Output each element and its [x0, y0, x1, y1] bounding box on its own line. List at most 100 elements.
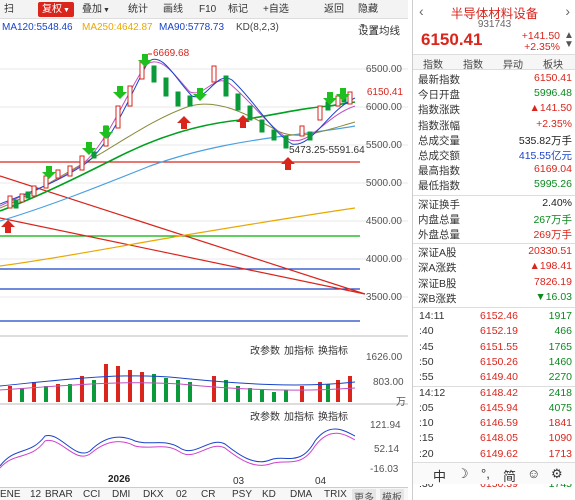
tick-row: :20 6149.62 1713 — [413, 448, 575, 461]
indicator-tab-cci[interactable]: CCI — [83, 489, 101, 500]
tick-time: :50 — [419, 355, 434, 368]
arrow-down-icon — [113, 86, 127, 99]
chevron-down-icon: ▼ — [359, 23, 366, 30]
simplified-icon[interactable]: 简 — [503, 469, 517, 484]
stat-label: 深证A股 — [418, 247, 457, 260]
stat-label: 总成交额 — [418, 150, 460, 162]
indicator-tab-psy[interactable]: PSY — [232, 489, 253, 500]
chevron-left-icon[interactable]: ‹ — [419, 3, 424, 19]
stat-row: 最新指数 6150.41 — [413, 72, 575, 86]
moon-icon[interactable]: ☽ — [457, 466, 469, 481]
toolbar-f10-button[interactable]: F10 — [199, 4, 217, 15]
kd-switch-indicator-button[interactable]: 换指标 — [318, 412, 348, 423]
indicator-tab-ene[interactable]: ENE — [0, 489, 21, 500]
indicator-tab-trix[interactable]: TRIX — [324, 489, 347, 500]
kd-edit-params-button[interactable]: 改参数 — [250, 412, 280, 423]
quote-panel: ‹ 半导体材料设备 › 931743 6150.41 +141.50 +2.35… — [412, 0, 575, 500]
tick-time: :10 — [419, 417, 434, 430]
tab-index-2[interactable]: 指数 — [463, 60, 483, 71]
volume-edit-params-button[interactable]: 改参数 — [250, 346, 280, 357]
stat-value: ▲198.41 — [529, 260, 572, 273]
x-tick-04: 04 — [315, 476, 327, 487]
index-change-pct: +2.35% — [524, 41, 560, 53]
kd-tick-low: -16.03 — [370, 464, 399, 475]
sell-signal-arrows — [42, 54, 350, 179]
tab-index-1[interactable]: 指数 — [423, 60, 443, 71]
gear-icon[interactable]: ⚙ — [551, 466, 563, 481]
toolbar-overlay-button[interactable]: 叠加▼ — [82, 4, 110, 15]
sort-icon[interactable]: ▲ ▼ — [564, 30, 574, 50]
arrow-down-icon — [82, 142, 96, 155]
toolbar-add-watchlist-button[interactable]: +自选 — [263, 4, 289, 15]
volume-switch-indicator-button[interactable]: 换指标 — [318, 346, 348, 357]
quote-tabs: 指数 指数 异动 板块 — [413, 54, 575, 71]
kline-chart[interactable] — [0, 36, 408, 487]
ma90-line — [0, 101, 356, 212]
stat-label: 最高指数 — [418, 165, 460, 178]
x-tick-12: 12 — [30, 489, 42, 500]
kd-add-indicator-button[interactable]: 加指标 — [284, 412, 314, 423]
stat-value: ▲141.50 — [529, 102, 572, 115]
more-button[interactable]: 更多 — [352, 489, 376, 500]
index-name: 半导体材料设备 — [450, 7, 539, 21]
tick-row: :10 6146.59 1841 — [413, 417, 575, 430]
price-tick-3500: 3500.00 — [365, 292, 402, 303]
chinese-input-icon[interactable]: 中 — [433, 469, 447, 484]
tick-price: 6149.62 — [480, 447, 518, 460]
stat-value: 535.82万手 — [518, 134, 572, 147]
stat-value: 415.55亿元 — [518, 150, 572, 162]
divider — [413, 307, 575, 308]
toolbar-draw-line-button[interactable]: 画线 — [163, 4, 183, 15]
tick-time: :40 — [419, 325, 434, 338]
stat-row: 今日开盘 5996.48 — [413, 87, 575, 101]
tick-price: 6152.46 — [480, 310, 518, 322]
chart-area[interactable]: 扫 复权▼ 叠加▼ 统计 画线 F10 标记 +自选 返回 隐藏 MA120:5… — [0, 0, 408, 500]
chevron-down-icon: ▼ — [63, 7, 70, 14]
tick-price: 6145.94 — [480, 401, 518, 414]
indicator-tab-dma[interactable]: DMA — [290, 489, 313, 500]
stat-label: 最低指数 — [418, 180, 460, 193]
stat-row: 最高指数 6169.04 — [413, 163, 575, 178]
tick-volume: 1713 — [548, 447, 572, 460]
stat-row: 指数涨跌 ▲141.50 — [413, 102, 575, 117]
toolbar-restore-rights-button[interactable]: 复权▼ — [38, 2, 74, 17]
volume-add-indicator-button[interactable]: 加指标 — [284, 346, 314, 357]
price-tick-5500: 5500.00 — [365, 140, 402, 151]
tick-volume: 2418 — [548, 386, 572, 399]
tick-time: :55 — [419, 371, 434, 384]
tick-price: 6150.26 — [480, 355, 518, 368]
tick-time: 14:12 — [419, 386, 446, 399]
indicator-tab-brar[interactable]: BRAR — [45, 489, 73, 500]
template-button[interactable]: 模板 — [380, 489, 404, 500]
stat-value: ▼16.03 — [535, 290, 572, 303]
volume-unit: 万 — [396, 397, 406, 408]
tick-volume: 1841 — [548, 417, 572, 430]
toolbar-scan-button[interactable]: 扫 — [4, 4, 14, 15]
indicator-tab-dmi[interactable]: DMI — [112, 489, 131, 500]
toolbar-hide-button[interactable]: 隐藏 — [358, 4, 378, 15]
ma60-line — [0, 103, 356, 209]
tab-sector[interactable]: 板块 — [543, 60, 563, 71]
indicator-tab-dkx[interactable]: DKX — [143, 489, 164, 500]
stat-row: 总成交量 535.82万手 — [413, 133, 575, 147]
chevron-right-icon[interactable]: › — [565, 3, 570, 19]
stat-label: 总成交量 — [418, 134, 460, 147]
kd-tick-mid: 52.14 — [374, 444, 400, 455]
stat-row: 最低指数 5995.26 — [413, 178, 575, 193]
tab-anomaly[interactable]: 异动 — [503, 60, 523, 71]
punctuation-icon[interactable]: °, — [481, 466, 490, 481]
stat-label: 指数涨跌 — [418, 104, 460, 117]
emoji-icon[interactable]: ☺ — [527, 466, 541, 481]
panel-bottom-bar: 中 ☽ °, 简 ☺ ⚙ — [413, 462, 575, 484]
tick-row: 14:12 6148.42 2418 — [413, 387, 575, 400]
close-icon[interactable]: × — [370, 22, 378, 36]
divider — [413, 385, 575, 387]
ma250-line — [0, 207, 356, 267]
toolbar-mark-button[interactable]: 标记 — [228, 4, 248, 15]
tick-row: :15 6148.05 1090 — [413, 432, 575, 445]
indicator-tab-kd[interactable]: KD — [262, 489, 276, 500]
toolbar-back-button[interactable]: 返回 — [324, 4, 344, 15]
indicator-tab-cr[interactable]: CR — [201, 489, 216, 500]
toolbar-stats-button[interactable]: 统计 — [128, 4, 148, 15]
tick-volume: 466 — [554, 325, 572, 338]
